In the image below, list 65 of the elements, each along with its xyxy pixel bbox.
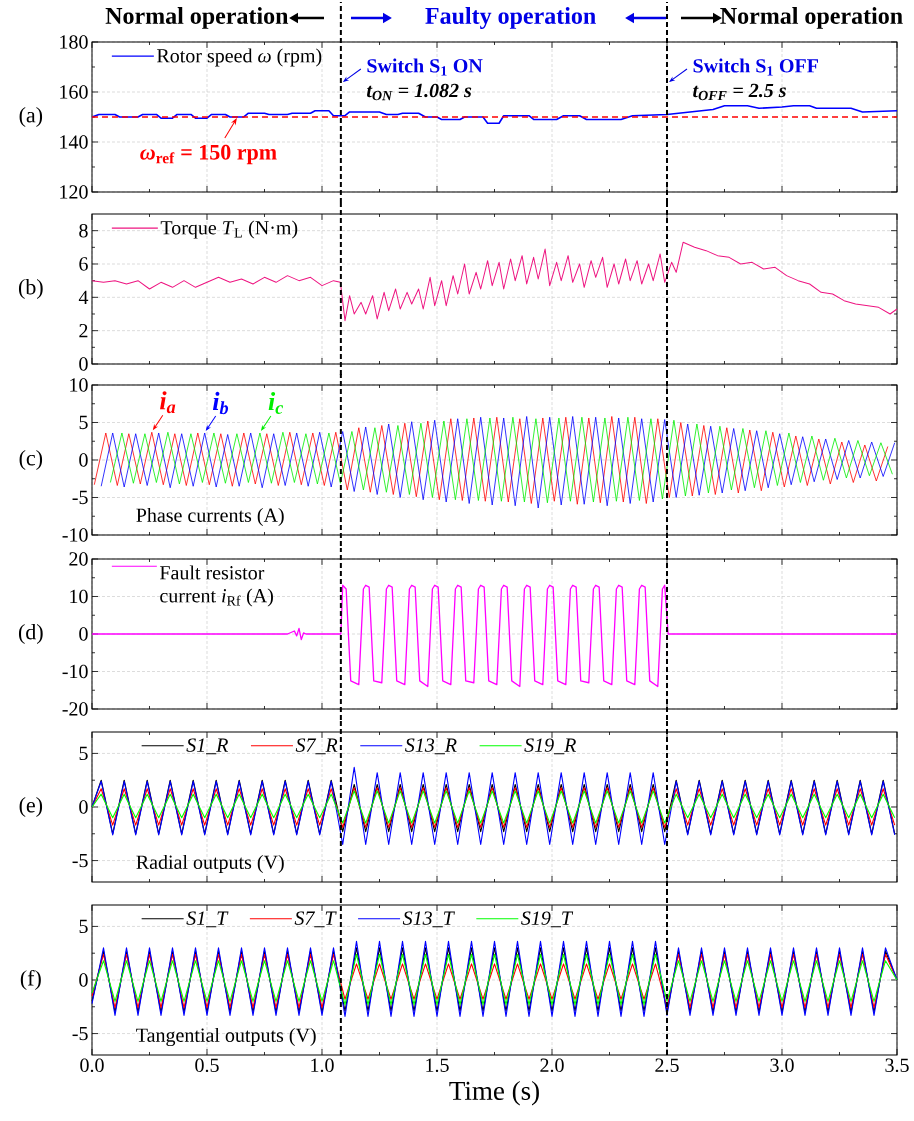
- text: (b): [18, 279, 43, 299]
- y-tick-label: -5: [72, 853, 88, 868]
- series-label: i$_{b}$: [212, 391, 229, 415]
- y-tick-label: 2: [79, 324, 88, 338]
- y-tick-label: -5: [72, 1026, 88, 1041]
- legend-label: S13_R: [405, 738, 457, 755]
- y-tick-label: 0: [79, 627, 88, 641]
- y-tick-label: 4: [78, 290, 89, 304]
- x-axis-title: Time (s): [449, 1080, 539, 1106]
- annotation: t$_{ON}$ = 1.082 s: [367, 83, 472, 101]
- y-tick-label: 120: [60, 185, 88, 199]
- legend-label: S1_R: [186, 738, 229, 755]
- text: Normal operation: [105, 7, 289, 29]
- series-label: i$_{a}$: [160, 391, 176, 414]
- y-tick-label: -5: [72, 490, 88, 505]
- x-tick-label: 2.0: [540, 1058, 564, 1073]
- legend-label: Fault resistor current i$_{Rf}$ (A): [159, 565, 273, 607]
- y-tick-label: 140: [60, 135, 88, 149]
- y-tick-label: 160: [60, 85, 88, 99]
- legend-label: Rotor speed ω (rpm): [156, 48, 322, 67]
- y-tick-label: 5: [79, 746, 88, 761]
- y-tick-label: -10: [62, 664, 88, 679]
- legend-label: Torque T$_{L}$ (N·m): [160, 220, 298, 239]
- text: Faulty operation: [425, 7, 596, 29]
- x-tick-label: 2.5: [655, 1058, 679, 1073]
- legend-label: S19_R: [524, 738, 577, 755]
- y-axis-title: Radial outputs (V): [136, 854, 284, 874]
- y-tick-label: -20: [62, 702, 88, 716]
- text: (f): [20, 969, 41, 991]
- y-axis-title: Phase currents (A): [136, 507, 284, 527]
- text: Normal operation: [720, 7, 903, 29]
- y-tick-label: 0: [79, 453, 88, 467]
- x-tick-label: 1.0: [311, 1058, 334, 1073]
- text: (d): [18, 624, 43, 644]
- series-label: i$_{c}$: [268, 392, 284, 414]
- y-tick-label: 20: [69, 552, 88, 566]
- text: (a): [19, 107, 43, 127]
- y-tick-label: 0: [79, 973, 88, 987]
- legend-label: S13_T: [402, 911, 455, 928]
- y-tick-label: 8: [79, 223, 88, 238]
- legend-label: S7_R: [295, 738, 338, 755]
- y-tick-label: 10: [70, 589, 88, 604]
- y-tick-label: 180: [60, 35, 88, 49]
- legend-label: S7_T: [294, 911, 337, 928]
- x-tick-label: 0.0: [80, 1058, 104, 1073]
- x-tick-label: 3.0: [770, 1058, 794, 1073]
- y-axis-title: Tangential outputs (V): [136, 1027, 316, 1047]
- y-tick-label: 6: [79, 257, 88, 271]
- legend-label: S1_T: [186, 911, 229, 928]
- x-tick-label: 1.5: [426, 1058, 449, 1073]
- x-tick-label: 0.5: [195, 1058, 219, 1073]
- y-tick-label: 5: [79, 415, 88, 430]
- y-tick-label: 0: [79, 800, 88, 814]
- y-tick-label: 10: [70, 378, 88, 392]
- annotation: Switch S$_{1}$ ON: [367, 58, 483, 76]
- text: (c): [19, 450, 43, 470]
- y-tick-label: 0: [79, 357, 88, 371]
- y-tick-label: 5: [79, 919, 88, 934]
- y-tick-label: -10: [62, 528, 88, 542]
- annotation: t$_{OFF}$ = 2.5 s: [693, 83, 786, 101]
- annotation: ω$_{ref}$ = 150 rpm: [140, 144, 277, 165]
- annotation: Switch S$_{1}$ OFF: [693, 58, 818, 76]
- x-tick-label: 3.5: [885, 1058, 909, 1073]
- legend-label: S19_T: [521, 911, 574, 928]
- text: (e): [19, 797, 43, 817]
